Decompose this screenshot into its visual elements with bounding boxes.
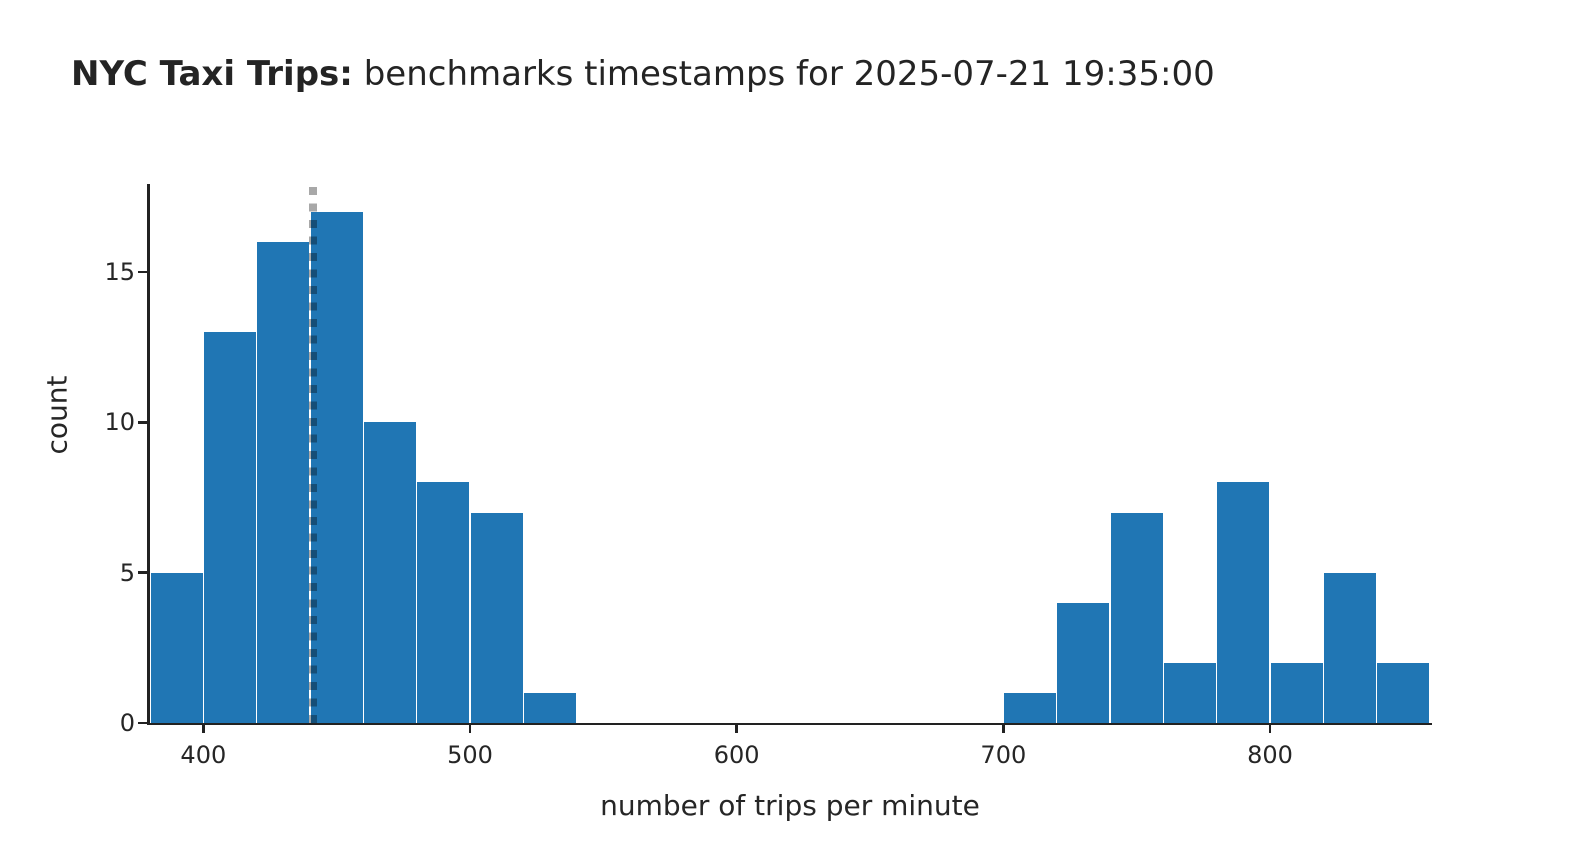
chart-title-regular: benchmarks timestamps for 2025-07-21 19:…	[352, 54, 1215, 94]
histogram-bar	[524, 692, 576, 723]
x-tick-label: 400	[180, 741, 227, 769]
x-tick-mark	[735, 725, 738, 733]
histogram-bar	[417, 482, 470, 723]
y-axis-title: count	[40, 375, 74, 455]
y-tick-mark	[138, 421, 147, 424]
y-tick-mark	[138, 721, 147, 725]
histogram-bar	[150, 572, 203, 723]
histogram-bar	[470, 512, 523, 723]
y-axis-line	[147, 184, 150, 725]
histogram-bar	[310, 211, 363, 723]
y-tick-label: 5	[119, 558, 135, 587]
x-tick-mark	[468, 725, 472, 733]
histogram-bar	[1270, 662, 1323, 723]
histogram-bar	[1057, 602, 1110, 723]
y-tick-label: 15	[104, 257, 135, 286]
histogram-bar	[1110, 512, 1163, 723]
x-tick-mark	[1268, 725, 1272, 733]
histogram-bar	[1217, 482, 1270, 723]
histogram-bar	[204, 332, 256, 723]
y-tick-mark	[138, 571, 147, 574]
x-tick-mark	[202, 725, 205, 733]
x-tick-mark	[1002, 725, 1005, 733]
histogram-bar	[257, 241, 310, 723]
y-tick-label: 0	[119, 709, 135, 737]
benchmark-vline	[308, 187, 317, 724]
histogram-bar	[1377, 662, 1430, 723]
y-tick-mark	[138, 270, 147, 274]
chart-title: NYC Taxi Trips: benchmarks timestamps fo…	[71, 54, 1215, 94]
histogram-bar	[1004, 692, 1056, 723]
x-tick-label: 800	[1247, 741, 1293, 769]
histogram-bar	[1164, 662, 1216, 723]
x-axis-line	[147, 722, 1432, 725]
chart-title-bold: NYC Taxi Trips:	[71, 54, 353, 94]
x-tick-label: 700	[980, 741, 1027, 769]
histogram-bar	[364, 422, 416, 723]
x-tick-label: 600	[713, 741, 760, 769]
histogram-bar	[1324, 572, 1376, 723]
x-axis-title: number of trips per minute	[600, 789, 980, 822]
x-tick-label: 500	[447, 741, 493, 769]
y-tick-label: 10	[104, 408, 135, 437]
